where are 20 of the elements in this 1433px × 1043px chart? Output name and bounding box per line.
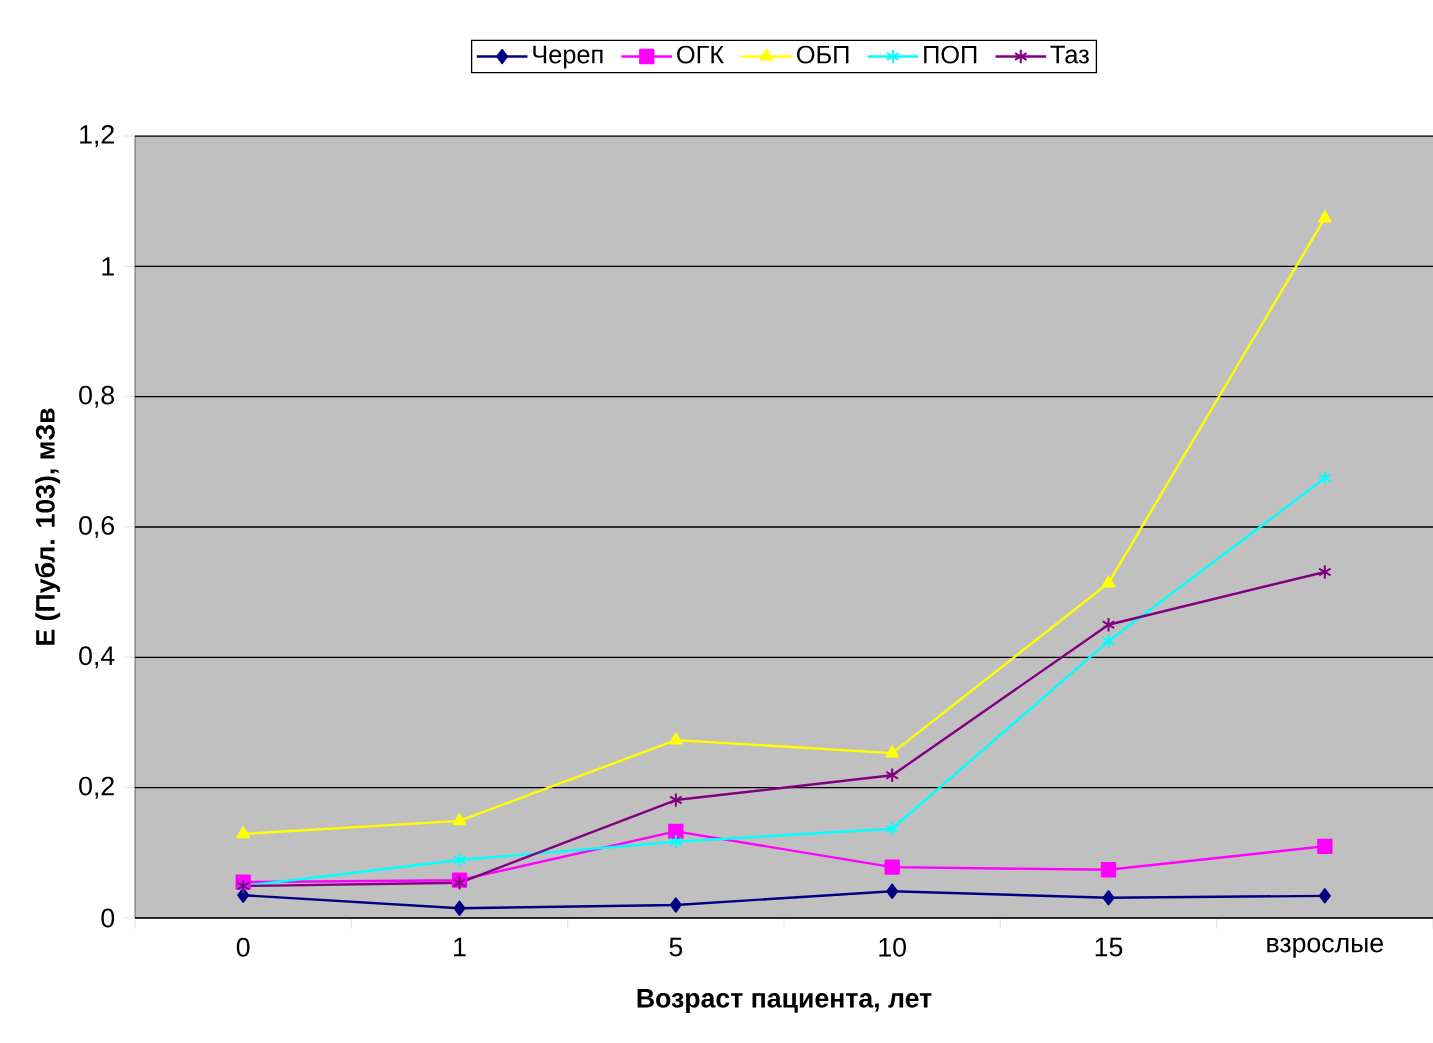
y-tick-label: 1 (102, 257, 114, 276)
x-axis-title: Возраст пациента, лет (637, 989, 932, 1013)
y-tick-label: 0 (101, 908, 115, 928)
y-tick-label: 0,6 (79, 515, 114, 539)
x-tick-label: 0 (236, 937, 250, 957)
x-tick-label: 10 (879, 937, 906, 957)
legend-label: ОГК (677, 45, 724, 64)
y-tick-label: 0,8 (79, 385, 115, 408)
y-axis-title: E (Публ. 103), мЗв (34, 408, 61, 645)
x-tick-label: взрослые (1267, 937, 1383, 958)
legend-label: Таз (1050, 45, 1089, 64)
x-tick-label: 1 (454, 937, 466, 957)
y-tick-label: 1,2 (80, 124, 114, 148)
y-tick-label: 0,4 (79, 646, 115, 669)
legend-label: ОБП (797, 45, 849, 64)
x-tick-label: 5 (669, 937, 683, 957)
x-tick-label: 15 (1095, 937, 1123, 957)
legend-label: ПОП (924, 45, 977, 64)
legend-label: Череп (533, 45, 603, 69)
y-tick-label: 0,2 (79, 776, 114, 799)
